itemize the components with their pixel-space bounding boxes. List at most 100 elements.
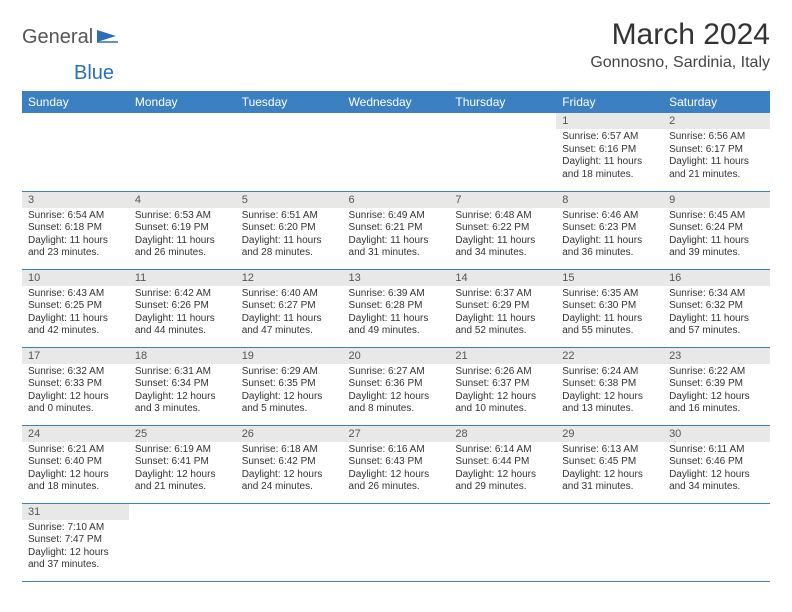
day-body: Sunrise: 6:35 AMSunset: 6:30 PMDaylight:… [556, 286, 663, 342]
day-line: and 34 minutes. [455, 247, 550, 260]
day-cell [556, 503, 663, 581]
day-line: Sunset: 6:22 PM [455, 222, 550, 235]
day-body: Sunrise: 6:54 AMSunset: 6:18 PMDaylight:… [22, 208, 129, 264]
day-line: and 18 minutes. [562, 169, 657, 182]
day-body [129, 520, 236, 526]
day-cell: 18Sunrise: 6:31 AMSunset: 6:34 PMDayligh… [129, 347, 236, 425]
day-body [343, 129, 450, 135]
day-number [663, 504, 770, 520]
day-line: Sunrise: 6:57 AM [562, 131, 657, 144]
day-line: Sunset: 6:27 PM [242, 300, 337, 313]
day-line: and 23 minutes. [28, 247, 123, 260]
day-number: 14 [449, 270, 556, 286]
day-number [556, 504, 663, 520]
day-cell: 5Sunrise: 6:51 AMSunset: 6:20 PMDaylight… [236, 191, 343, 269]
day-number: 8 [556, 192, 663, 208]
day-line: Sunrise: 6:34 AM [669, 288, 764, 301]
day-line: Sunset: 6:34 PM [135, 378, 230, 391]
day-body [129, 129, 236, 135]
day-line: Daylight: 11 hours [135, 235, 230, 248]
day-line: Sunset: 7:47 PM [28, 534, 123, 547]
day-body: Sunrise: 6:48 AMSunset: 6:22 PMDaylight:… [449, 208, 556, 264]
dow-header: Thursday [449, 91, 556, 113]
day-line: Sunrise: 6:26 AM [455, 366, 550, 379]
day-line: Sunset: 6:16 PM [562, 144, 657, 157]
week-row: 17Sunrise: 6:32 AMSunset: 6:33 PMDayligh… [22, 347, 770, 425]
day-line: Sunset: 6:46 PM [669, 456, 764, 469]
day-line: Daylight: 12 hours [669, 469, 764, 482]
day-line: Sunrise: 6:13 AM [562, 444, 657, 457]
day-body: Sunrise: 6:27 AMSunset: 6:36 PMDaylight:… [343, 364, 450, 420]
day-body: Sunrise: 6:21 AMSunset: 6:40 PMDaylight:… [22, 442, 129, 498]
day-body: Sunrise: 6:39 AMSunset: 6:28 PMDaylight:… [343, 286, 450, 342]
day-cell: 4Sunrise: 6:53 AMSunset: 6:19 PMDaylight… [129, 191, 236, 269]
day-number [22, 113, 129, 129]
day-line: Daylight: 12 hours [562, 391, 657, 404]
day-line: and 39 minutes. [669, 247, 764, 260]
day-number [449, 113, 556, 129]
day-line: and 29 minutes. [455, 481, 550, 494]
day-line: and 34 minutes. [669, 481, 764, 494]
day-number [129, 504, 236, 520]
day-body: Sunrise: 6:46 AMSunset: 6:23 PMDaylight:… [556, 208, 663, 264]
day-line: Daylight: 12 hours [669, 391, 764, 404]
day-line: Sunset: 6:41 PM [135, 456, 230, 469]
day-body: Sunrise: 6:53 AMSunset: 6:19 PMDaylight:… [129, 208, 236, 264]
day-line: and 21 minutes. [135, 481, 230, 494]
day-cell: 22Sunrise: 6:24 AMSunset: 6:38 PMDayligh… [556, 347, 663, 425]
day-cell: 21Sunrise: 6:26 AMSunset: 6:37 PMDayligh… [449, 347, 556, 425]
day-line: Sunrise: 6:35 AM [562, 288, 657, 301]
day-number: 31 [22, 504, 129, 520]
day-line: Sunset: 6:43 PM [349, 456, 444, 469]
day-number: 4 [129, 192, 236, 208]
day-cell: 13Sunrise: 6:39 AMSunset: 6:28 PMDayligh… [343, 269, 450, 347]
day-number: 17 [22, 348, 129, 364]
day-line: and 21 minutes. [669, 169, 764, 182]
day-number: 22 [556, 348, 663, 364]
day-body: Sunrise: 6:31 AMSunset: 6:34 PMDaylight:… [129, 364, 236, 420]
day-line: and 47 minutes. [242, 325, 337, 338]
day-cell: 28Sunrise: 6:14 AMSunset: 6:44 PMDayligh… [449, 425, 556, 503]
day-number: 10 [22, 270, 129, 286]
day-number: 30 [663, 426, 770, 442]
day-line: Sunrise: 6:27 AM [349, 366, 444, 379]
day-cell [449, 503, 556, 581]
day-line: Daylight: 12 hours [135, 469, 230, 482]
day-body: Sunrise: 6:24 AMSunset: 6:38 PMDaylight:… [556, 364, 663, 420]
day-line: Daylight: 11 hours [455, 235, 550, 248]
day-line: and 37 minutes. [28, 559, 123, 572]
day-line: and 42 minutes. [28, 325, 123, 338]
week-row: 3Sunrise: 6:54 AMSunset: 6:18 PMDaylight… [22, 191, 770, 269]
day-line: Sunset: 6:35 PM [242, 378, 337, 391]
day-line: Sunset: 6:39 PM [669, 378, 764, 391]
day-body: Sunrise: 6:49 AMSunset: 6:21 PMDaylight:… [343, 208, 450, 264]
day-line: Sunset: 6:24 PM [669, 222, 764, 235]
day-line: Sunrise: 6:43 AM [28, 288, 123, 301]
day-line: Sunrise: 6:54 AM [28, 210, 123, 223]
day-body [449, 129, 556, 135]
day-number [343, 113, 450, 129]
day-line: Sunset: 6:36 PM [349, 378, 444, 391]
dow-header: Sunday [22, 91, 129, 113]
week-row: 24Sunrise: 6:21 AMSunset: 6:40 PMDayligh… [22, 425, 770, 503]
day-number: 19 [236, 348, 343, 364]
day-body: Sunrise: 6:22 AMSunset: 6:39 PMDaylight:… [663, 364, 770, 420]
day-body: Sunrise: 6:29 AMSunset: 6:35 PMDaylight:… [236, 364, 343, 420]
day-line: and 16 minutes. [669, 403, 764, 416]
day-cell: 15Sunrise: 6:35 AMSunset: 6:30 PMDayligh… [556, 269, 663, 347]
day-line: Sunset: 6:37 PM [455, 378, 550, 391]
day-cell: 23Sunrise: 6:22 AMSunset: 6:39 PMDayligh… [663, 347, 770, 425]
location: Gonnosno, Sardinia, Italy [590, 54, 770, 72]
dow-header: Tuesday [236, 91, 343, 113]
day-cell: 25Sunrise: 6:19 AMSunset: 6:41 PMDayligh… [129, 425, 236, 503]
day-cell: 17Sunrise: 6:32 AMSunset: 6:33 PMDayligh… [22, 347, 129, 425]
day-line: Daylight: 11 hours [562, 156, 657, 169]
day-cell: 31Sunrise: 7:10 AMSunset: 7:47 PMDayligh… [22, 503, 129, 581]
day-line: Sunset: 6:20 PM [242, 222, 337, 235]
day-body: Sunrise: 6:56 AMSunset: 6:17 PMDaylight:… [663, 129, 770, 185]
day-line: and 26 minutes. [135, 247, 230, 260]
day-cell: 10Sunrise: 6:43 AMSunset: 6:25 PMDayligh… [22, 269, 129, 347]
day-line: Daylight: 12 hours [562, 469, 657, 482]
dow-header: Wednesday [343, 91, 450, 113]
day-line: Sunset: 6:25 PM [28, 300, 123, 313]
